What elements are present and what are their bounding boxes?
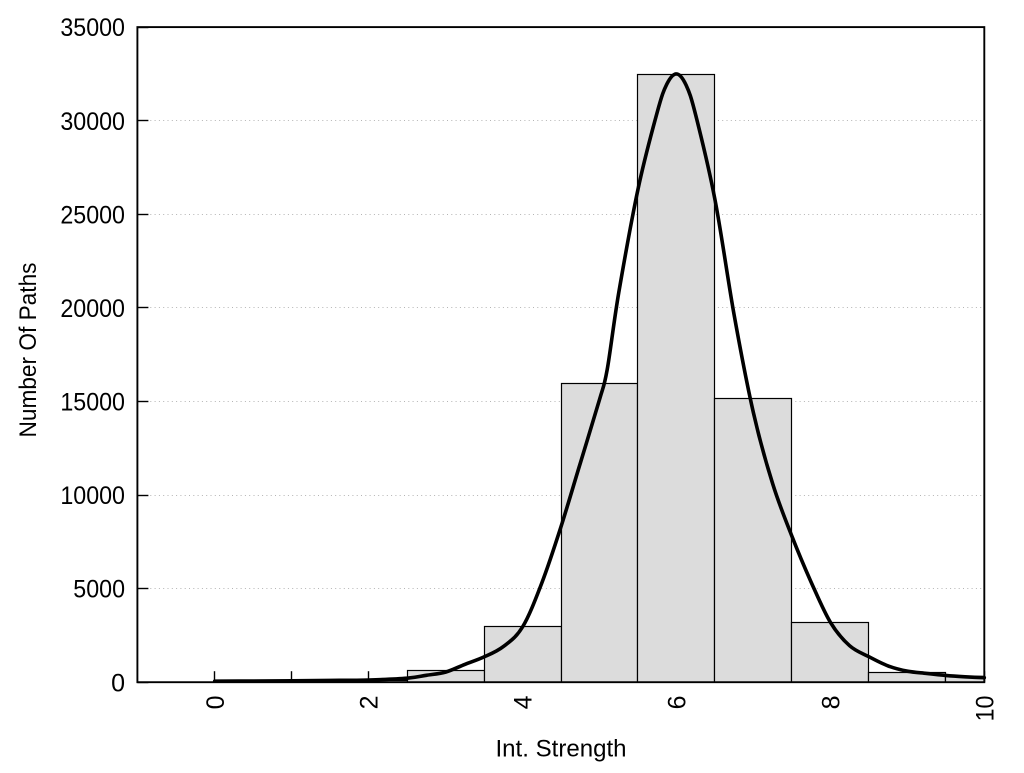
- svg-text:5000: 5000: [73, 576, 125, 604]
- svg-text:20000: 20000: [60, 295, 125, 323]
- svg-text:8: 8: [818, 696, 846, 710]
- svg-text:4: 4: [510, 695, 538, 709]
- svg-text:10: 10: [971, 696, 999, 722]
- svg-text:35000: 35000: [60, 14, 125, 42]
- svg-text:2: 2: [356, 696, 384, 710]
- svg-text:25000: 25000: [60, 201, 125, 229]
- svg-text:10000: 10000: [60, 482, 125, 510]
- svg-text:Int. Strength: Int. Strength: [496, 736, 627, 763]
- svg-text:0: 0: [111, 669, 125, 697]
- svg-text:15000: 15000: [60, 389, 125, 417]
- svg-text:Number Of Paths: Number Of Paths: [15, 263, 42, 438]
- svg-text:0: 0: [202, 696, 230, 710]
- svg-text:6: 6: [664, 696, 692, 710]
- svg-text:30000: 30000: [60, 108, 125, 136]
